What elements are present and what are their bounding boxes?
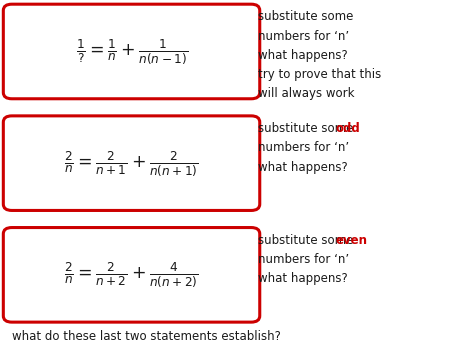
Text: odd: odd: [335, 122, 360, 135]
Text: even: even: [335, 234, 367, 247]
Text: numbers for ‘n’: numbers for ‘n’: [258, 141, 349, 154]
Text: what happens?: what happens?: [258, 272, 348, 285]
FancyBboxPatch shape: [3, 228, 260, 322]
Text: what happens?: what happens?: [258, 49, 348, 62]
Text: numbers for ‘n’: numbers for ‘n’: [258, 30, 349, 43]
Text: what do these last two statements establish?: what do these last two statements establ…: [12, 330, 281, 343]
FancyBboxPatch shape: [3, 116, 260, 210]
Text: $\frac{2}{n} = \frac{2}{n+1} + \frac{2}{n(n+1)}$: $\frac{2}{n} = \frac{2}{n+1} + \frac{2}{…: [64, 149, 199, 178]
FancyBboxPatch shape: [3, 4, 260, 99]
Text: substitute some: substitute some: [258, 10, 354, 23]
Text: $\frac{1}{?} = \frac{1}{n} + \frac{1}{n(n-1)}$: $\frac{1}{?} = \frac{1}{n} + \frac{1}{n(…: [75, 37, 188, 66]
Text: substitute some: substitute some: [258, 122, 357, 135]
Text: try to prove that this: try to prove that this: [258, 68, 382, 81]
Text: substitute some: substitute some: [258, 234, 357, 247]
Text: what happens?: what happens?: [258, 161, 348, 173]
Text: $\frac{2}{n} = \frac{2}{n+2} + \frac{4}{n(n+2)}$: $\frac{2}{n} = \frac{2}{n+2} + \frac{4}{…: [64, 260, 199, 289]
Text: will always work: will always work: [258, 87, 355, 100]
Text: numbers for ‘n’: numbers for ‘n’: [258, 253, 349, 266]
